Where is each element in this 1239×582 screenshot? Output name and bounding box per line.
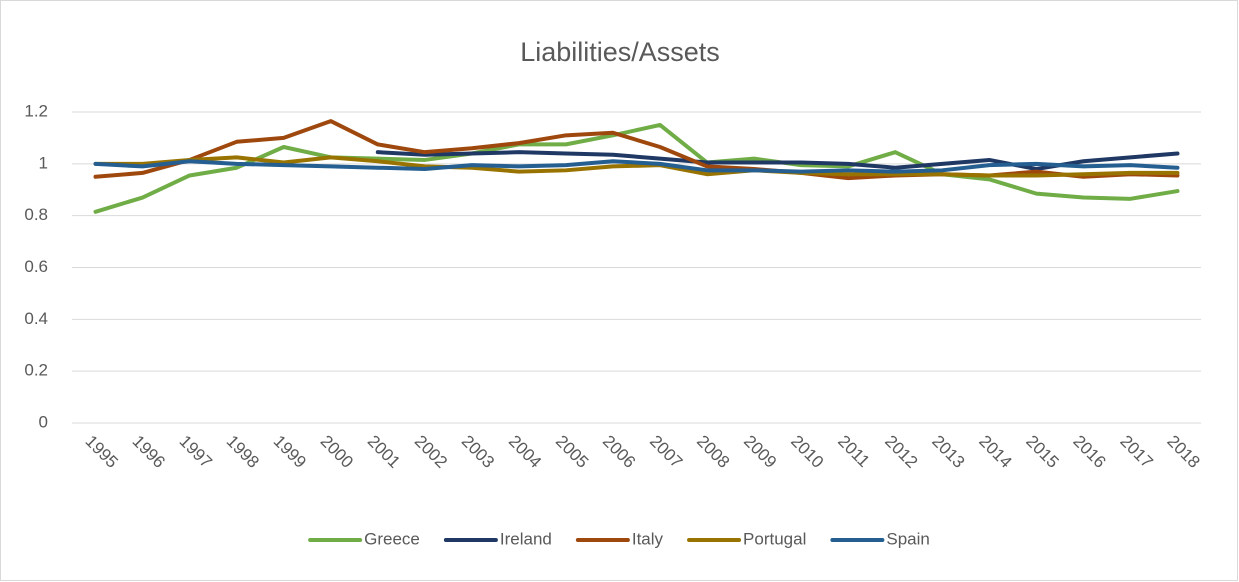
- legend-label: Spain: [886, 529, 929, 548]
- y-tick-label: 0.4: [24, 309, 48, 328]
- legend-label: Ireland: [500, 529, 552, 548]
- chart-title: Liabilities/Assets: [520, 37, 720, 67]
- series-line: [93, 155, 1180, 178]
- y-tick-label: 1.2: [24, 101, 48, 120]
- series-line: [375, 150, 1180, 172]
- legend-label: Italy: [632, 529, 664, 548]
- y-tick-label: 0.6: [24, 257, 48, 276]
- y-tick-label: 0: [39, 412, 48, 431]
- series-line: [93, 159, 1180, 174]
- legend-label: Portugal: [743, 529, 806, 548]
- y-tick-label: 0.2: [24, 361, 48, 380]
- y-tick-label: 1: [39, 153, 48, 172]
- series-line: [93, 122, 1180, 214]
- legend-label: Greece: [364, 529, 420, 548]
- y-tick-label: 0.8: [24, 205, 48, 224]
